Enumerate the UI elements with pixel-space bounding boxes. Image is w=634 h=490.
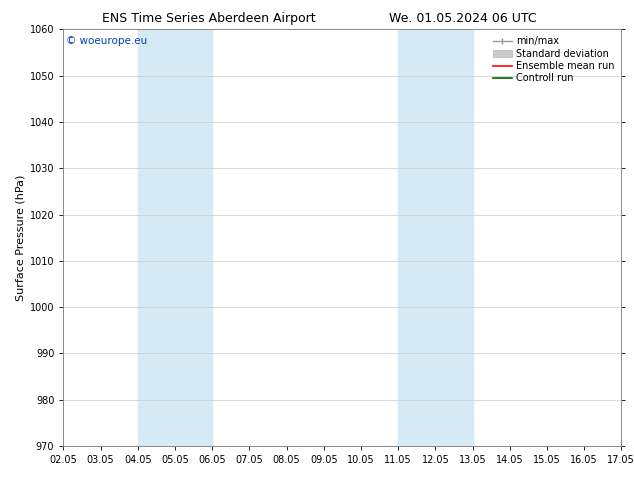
Text: ENS Time Series Aberdeen Airport: ENS Time Series Aberdeen Airport	[103, 12, 316, 25]
Text: We. 01.05.2024 06 UTC: We. 01.05.2024 06 UTC	[389, 12, 536, 25]
Y-axis label: Surface Pressure (hPa): Surface Pressure (hPa)	[16, 174, 25, 301]
Text: © woeurope.eu: © woeurope.eu	[66, 36, 148, 46]
Bar	[138, 29, 212, 446]
Legend: min/max, Standard deviation, Ensemble mean run, Controll run: min/max, Standard deviation, Ensemble me…	[491, 34, 616, 85]
Bar	[398, 29, 472, 446]
